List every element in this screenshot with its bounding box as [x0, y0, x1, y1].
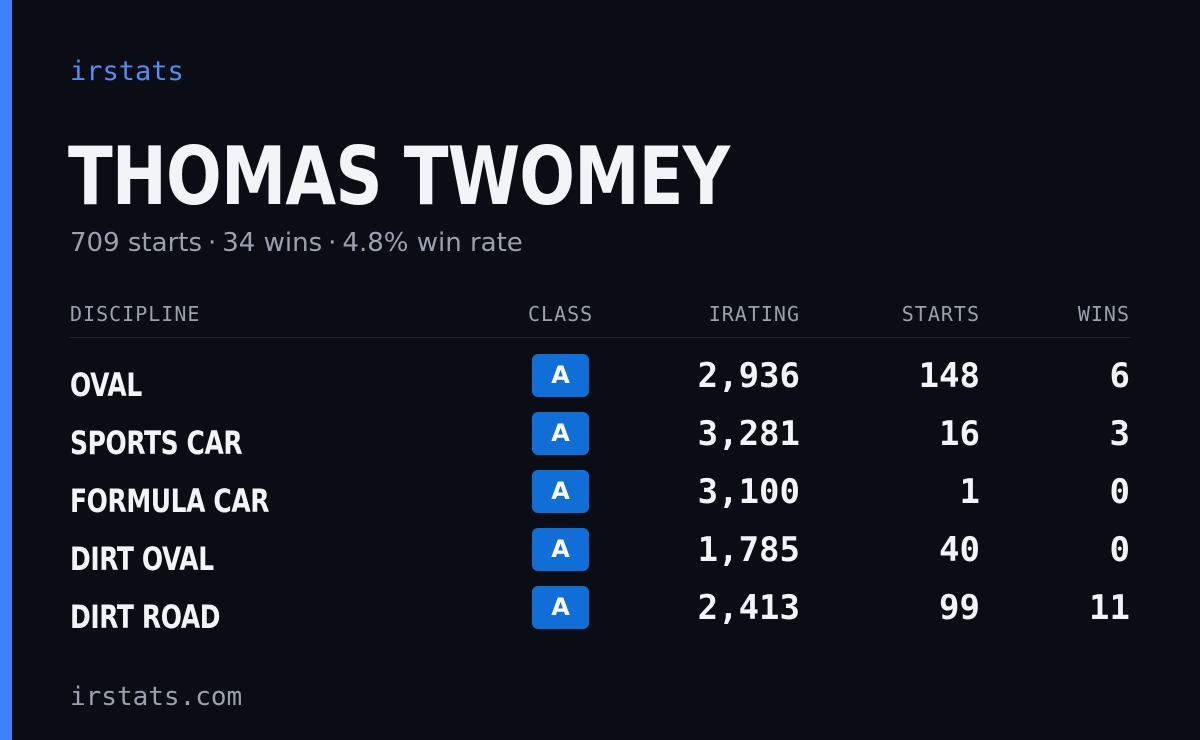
irating-value: 2,936: [697, 356, 800, 396]
table-row: OVAL A 2,936 148 6: [70, 352, 1130, 410]
accent-bar: [0, 0, 12, 740]
wins-value: 0: [1109, 530, 1130, 570]
summary-win-rate: 4.8% win rate: [342, 228, 523, 258]
table-row: FORMULA CAR A 3,100 1 0: [70, 468, 1130, 526]
table-row: DIRT ROAD A 2,413 99 11: [70, 584, 1130, 642]
wins-value: 11: [1089, 588, 1130, 628]
footer-url: irstats.com: [70, 682, 243, 712]
class-badge: A: [532, 528, 589, 571]
discipline-name: SPORTS CAR: [70, 424, 243, 462]
summary-separator: ·: [208, 228, 217, 258]
driver-summary: 709 starts · 34 wins · 4.8% win rate: [70, 228, 523, 258]
discipline-name: FORMULA CAR: [70, 482, 270, 520]
wins-value: 6: [1109, 356, 1130, 396]
irating-value: 2,413: [697, 588, 800, 628]
table-row: SPORTS CAR A 3,281 16 3: [70, 410, 1130, 468]
class-badge: A: [532, 354, 589, 397]
discipline-name: DIRT OVAL: [70, 540, 214, 578]
driver-name: THOMAS TWOMEY: [68, 130, 730, 223]
header-wins: WINS: [1077, 302, 1130, 326]
class-badge: A: [532, 412, 589, 455]
header-irating: IRATING: [708, 302, 800, 326]
wins-value: 0: [1109, 472, 1130, 512]
starts-value: 40: [939, 530, 980, 570]
class-badge: A: [532, 586, 589, 629]
starts-value: 99: [939, 588, 980, 628]
irating-value: 3,281: [697, 414, 800, 454]
header-discipline: DISCIPLINE: [70, 302, 201, 326]
starts-value: 1: [959, 472, 980, 512]
summary-separator: ·: [328, 228, 337, 258]
table-body: OVAL A 2,936 148 6 SPORTS CAR A 3,281 16…: [70, 338, 1130, 642]
irating-value: 1,785: [697, 530, 800, 570]
discipline-name: OVAL: [70, 366, 142, 404]
starts-value: 148: [918, 356, 980, 396]
wins-value: 3: [1109, 414, 1130, 454]
header-class: CLASS: [528, 302, 594, 326]
brand-logo: irstats: [70, 56, 184, 87]
summary-wins: 34 wins: [222, 228, 323, 258]
table-header: DISCIPLINE CLASS IRATING STARTS WINS: [70, 298, 1130, 338]
table-row: DIRT OVAL A 1,785 40 0: [70, 526, 1130, 584]
header-starts: STARTS: [901, 302, 980, 326]
class-badge: A: [532, 470, 589, 513]
discipline-table: DISCIPLINE CLASS IRATING STARTS WINS OVA…: [70, 298, 1130, 642]
discipline-name: DIRT ROAD: [70, 598, 221, 636]
summary-starts: 709 starts: [70, 228, 202, 258]
irating-value: 3,100: [697, 472, 800, 512]
starts-value: 16: [939, 414, 980, 454]
